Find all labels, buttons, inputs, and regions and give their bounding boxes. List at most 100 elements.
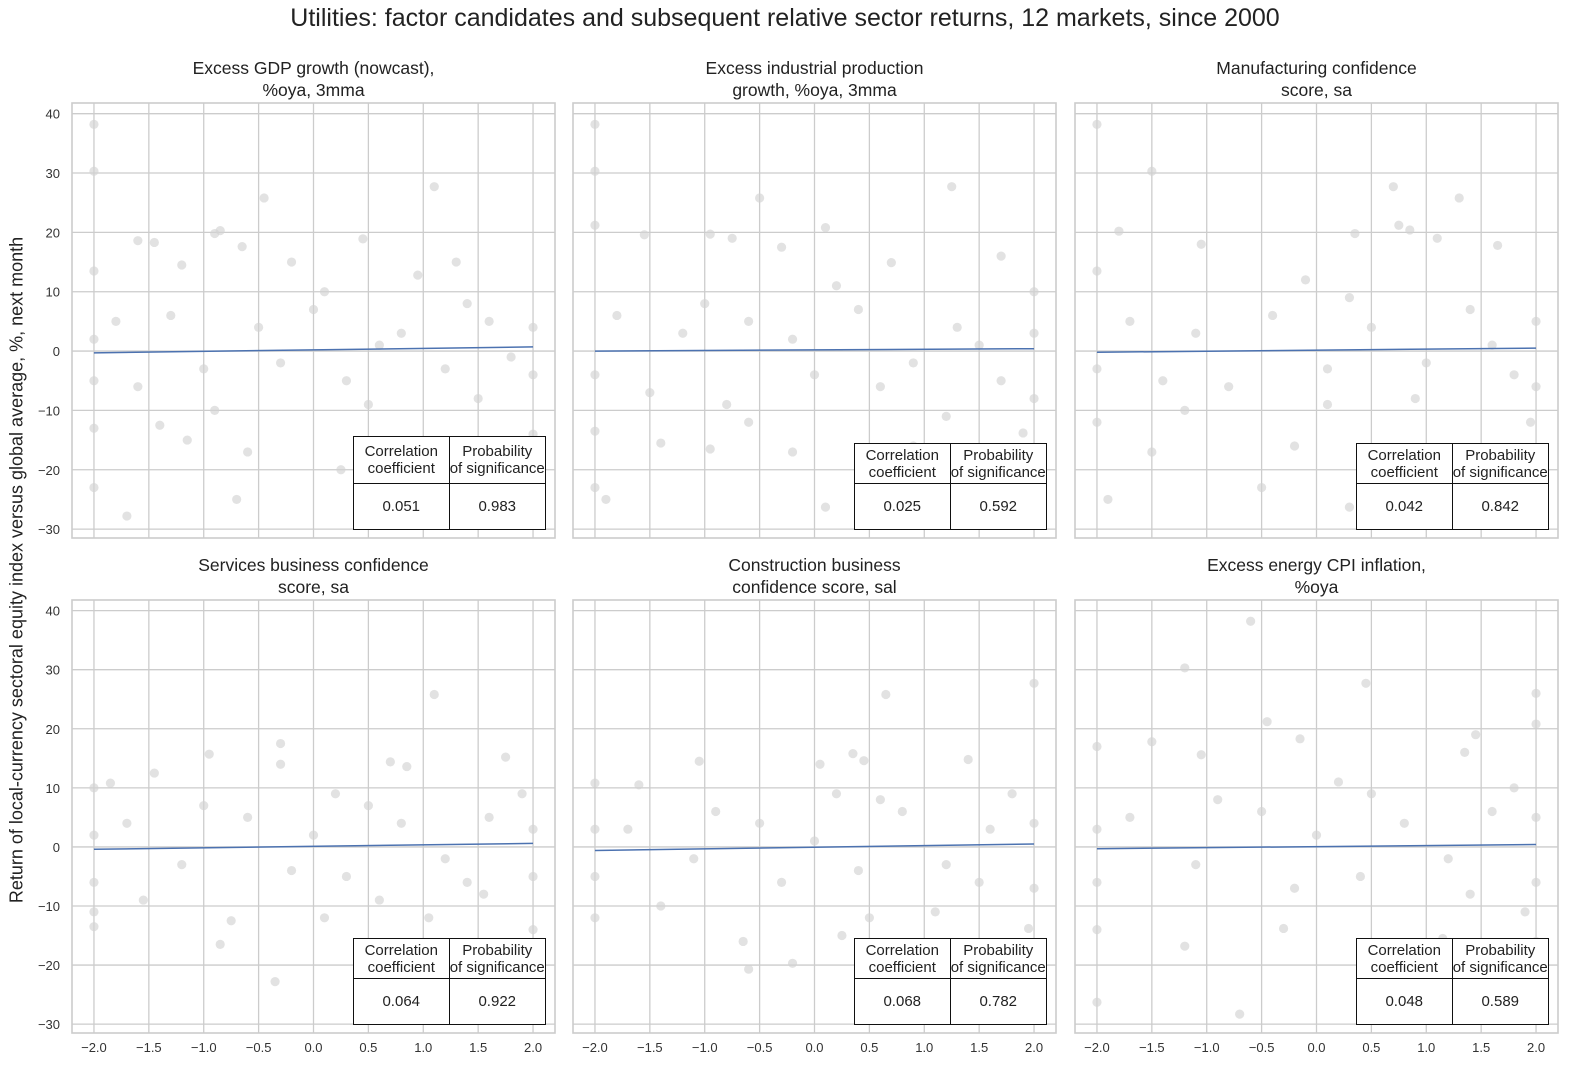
data-point	[941, 860, 951, 870]
data-point	[776, 242, 787, 252]
data-point	[89, 334, 99, 344]
data-point	[528, 824, 538, 834]
x-tick-label: −2.0	[81, 1040, 107, 1055]
data-point	[1029, 287, 1039, 297]
data-point	[1525, 417, 1536, 427]
data-point	[1509, 370, 1519, 380]
data-point	[1454, 193, 1464, 203]
y-tick-label: 0	[53, 344, 60, 359]
y-tick-label: 20	[46, 225, 60, 240]
data-point	[1267, 310, 1278, 321]
x-tick-label: −2.0	[582, 1040, 608, 1055]
x-tick-label: −2.0	[1084, 1040, 1110, 1055]
x-tick-label: 2.0	[524, 1040, 542, 1055]
x-tick-label: −1.0	[692, 1040, 718, 1055]
data-point	[875, 382, 885, 392]
data-point	[1405, 225, 1415, 235]
data-point	[528, 925, 538, 935]
y-tick-label: 20	[46, 722, 60, 737]
data-point	[1531, 719, 1541, 729]
data-point	[528, 322, 538, 332]
data-point	[484, 812, 494, 822]
correlation-value: 0.042	[1357, 484, 1453, 529]
data-point	[89, 922, 99, 932]
data-point	[122, 818, 132, 828]
data-point	[947, 182, 957, 192]
data-point	[413, 270, 423, 280]
x-tick-label: −1.5	[136, 1040, 162, 1055]
x-tick-label: −0.5	[246, 1040, 272, 1055]
correlation-table: Correlation coefficient Probability of sign…	[353, 436, 546, 530]
y-tick-label: 10	[46, 285, 60, 300]
axes-frame	[71, 599, 556, 1034]
x-tick-label: 1.5	[469, 1040, 487, 1055]
regression-line	[1096, 843, 1537, 850]
data-point	[1092, 119, 1102, 129]
data-point	[1125, 316, 1135, 326]
data-point	[506, 352, 516, 362]
data-point	[166, 310, 176, 321]
data-point	[89, 907, 99, 917]
header-correlation: Correlation coefficient	[1357, 939, 1453, 979]
data-point	[89, 783, 99, 793]
data-point	[243, 812, 253, 822]
y-tick-label: 30	[46, 166, 60, 181]
data-point	[1289, 441, 1300, 451]
data-point	[89, 119, 99, 129]
data-point	[528, 871, 538, 882]
x-tick-label: −1.0	[191, 1040, 217, 1055]
correlation-table: Correlation coefficient Probability of sign…	[1356, 938, 1549, 1025]
y-tick-label: 40	[46, 107, 60, 122]
data-point	[122, 511, 132, 521]
data-point	[963, 754, 973, 765]
probability-value: 0.922	[478, 993, 517, 1010]
data-point	[358, 234, 368, 244]
data-point	[1399, 818, 1409, 828]
data-point	[1487, 806, 1497, 817]
data-point	[831, 281, 842, 291]
x-tick-label: 0.5	[860, 1040, 878, 1055]
header-probability: Probability of significance	[1452, 444, 1548, 484]
data-point	[1018, 428, 1028, 438]
data-point	[1443, 854, 1453, 864]
data-point	[1366, 789, 1376, 799]
probability-value: 0.782	[979, 993, 1018, 1010]
regression-line	[93, 346, 534, 354]
data-point	[744, 417, 754, 427]
axes-frame	[572, 102, 1057, 539]
data-point	[820, 502, 831, 512]
data-point	[1410, 393, 1420, 404]
regression-line	[594, 347, 1035, 352]
data-point	[374, 340, 384, 350]
header-correlation: Correlation coefficient	[1357, 444, 1453, 484]
header-correlation: Correlation coefficient	[855, 939, 951, 979]
data-point	[590, 220, 600, 230]
x-tick-label: −1.0	[1194, 1040, 1220, 1055]
data-point	[1092, 997, 1102, 1007]
data-point	[744, 964, 754, 974]
data-point	[177, 860, 187, 870]
correlation-table: Correlation coefficient Probability of sign…	[353, 938, 546, 1025]
data-point	[275, 358, 286, 368]
probability-value: 0.589	[1481, 993, 1520, 1010]
data-point	[1029, 678, 1039, 688]
data-point	[985, 824, 995, 834]
data-point	[1465, 304, 1475, 315]
data-point	[1295, 734, 1305, 744]
data-point	[590, 370, 600, 380]
data-point	[275, 738, 286, 749]
data-point	[1531, 316, 1541, 326]
panel-5: −2.0 −1.5 −1.0 −0.5 0.0 0.5 1.0 1.5 2.0	[572, 599, 1057, 1055]
header-probability: Probability of significance	[950, 939, 1046, 979]
data-point	[941, 411, 951, 421]
axes-frame	[572, 599, 1057, 1034]
data-point	[402, 761, 412, 772]
data-point	[429, 689, 439, 700]
data-point	[1394, 220, 1404, 230]
data-point	[1421, 358, 1431, 368]
data-point	[974, 877, 984, 887]
data-point	[319, 913, 330, 923]
data-point	[864, 913, 874, 923]
data-point	[1180, 941, 1190, 951]
